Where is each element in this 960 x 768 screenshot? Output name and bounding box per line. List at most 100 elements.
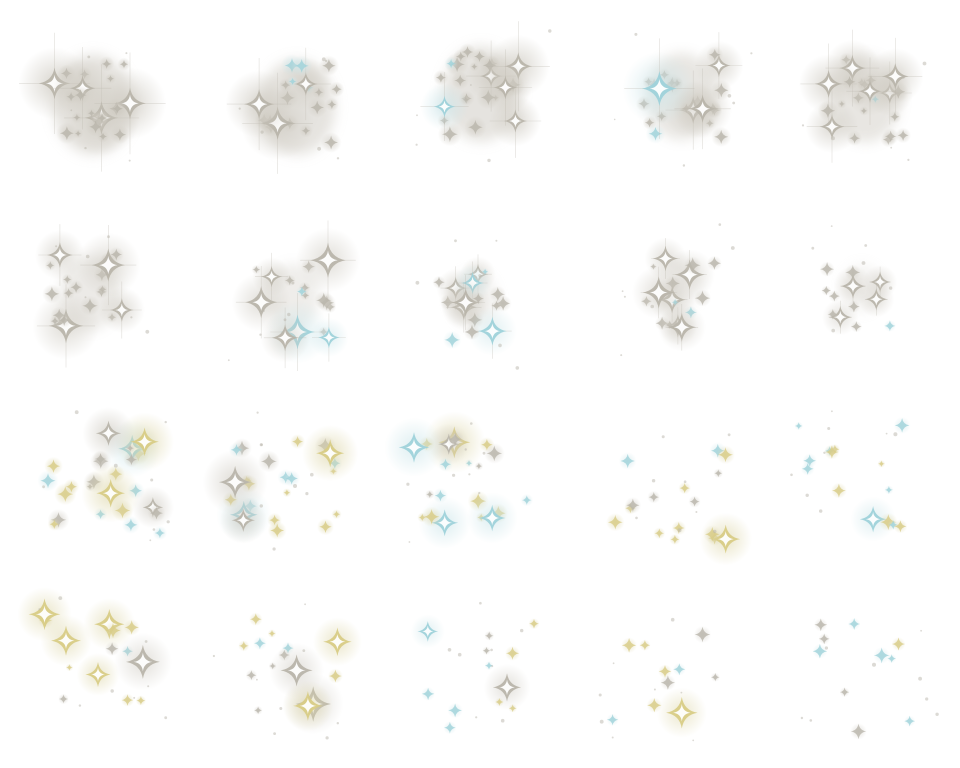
dust-dot [87,55,91,59]
sparkle-gray [693,289,712,307]
dust-dot [149,539,152,542]
sparkle-cyan [887,654,897,664]
dust-dot [890,146,893,149]
dust-dot [336,722,339,725]
sparkle-gray [833,266,873,307]
sparkle-gold [606,513,625,532]
sparkle-gold [646,697,662,713]
dust-dot [133,696,136,699]
sparkle-gold [17,587,72,642]
dust-dot [727,433,731,437]
sparkle-cyan [410,614,445,649]
sparkle-frame-18 [384,576,576,768]
sparkle-gold [877,459,886,468]
dust-dot [612,662,615,665]
dust-dot [651,479,656,483]
dust-dot [321,57,326,62]
sparkle-frame-4 [576,0,768,192]
sparkle-cyan [37,470,59,492]
sparkle-gray [847,300,861,313]
sparkle-gray [464,116,487,139]
dust-dot [110,689,114,693]
sparkle-frame-18-art [410,601,540,735]
sparkle-gray [62,286,76,300]
dust-dot [800,716,804,720]
sparkle-cyan [848,617,861,631]
sparkle-gold [290,434,306,450]
sparkle-cyan [883,319,896,332]
sparkle-gray [85,117,106,137]
sparkle-gray [56,122,78,145]
sparkle-gray [451,71,470,90]
dust-dot [273,732,276,735]
sparkle-frame-17-art [212,603,362,740]
sparkle-gray [693,625,712,644]
sparkle-gold [656,687,707,738]
dust-dot [482,451,486,455]
dust-dot [84,296,87,299]
sparkle-frame-4-art [613,32,753,167]
sparkle-gray [253,705,263,715]
sparkle-gray [489,285,507,303]
dust-dot [598,693,602,697]
sparkle-gray [471,48,488,65]
dust-dot [468,473,471,476]
dust-dot [82,81,85,84]
sparkle-frame-3 [384,0,576,192]
sparkle-frame-7 [192,192,384,384]
sparkle-gold [267,521,287,540]
sparkle-gold [331,509,342,520]
sparkle-frame-14 [576,384,768,576]
sparkle-gray [425,489,435,500]
sparkle-gray [260,307,310,369]
sparkle-gray [58,693,69,705]
dust-dot [130,316,133,319]
dust-dot [279,707,283,710]
dust-dot [478,491,481,495]
sparkle-gray [79,295,101,316]
sparkle-cyan [121,515,140,534]
sparkle-gray [895,127,911,144]
sparkle-gray [252,252,291,301]
sparkle-frame-13-art [384,411,534,549]
sparkle-gold [528,618,540,630]
sparkle-frame-19-art [598,617,720,742]
dust-dot [611,736,614,739]
sparkle-frame-2 [192,0,384,192]
sparkle-gray [117,57,131,71]
dust-dot [283,318,287,322]
sparkle-gray [647,490,661,504]
dust-dot [447,648,452,652]
sparkle-gold [658,664,672,679]
dust-dot [861,261,866,265]
sparkle-gold [81,463,140,523]
sparkle-cyan [466,492,518,544]
sparkle-gold [135,695,147,706]
sparkle-gold [103,621,123,640]
sparkle-gold [123,619,140,636]
dust-dot [613,118,616,121]
sparkle-gray [325,97,339,112]
sparkle-frame-9 [576,192,768,384]
sparkle-gray [85,107,98,119]
sparkle-gray [295,220,361,300]
dust-dot [732,101,736,105]
dust-dot [164,420,167,424]
sparkle-cyan [606,713,619,726]
sparkle-gray [433,69,449,86]
sparkle-gold [671,520,687,536]
sparkle-cyan [794,421,803,431]
sparkle-gray [624,497,642,514]
dust-dot [623,295,626,298]
sparkle-frame-3-art [415,21,552,163]
sparkle-frame-20-art [800,617,939,740]
sparkle-gray [841,73,859,91]
sparkle-gray [819,261,835,277]
sparkle-gray [821,285,832,296]
sparkle-frame-9-art [620,223,735,357]
dust-dot [38,608,41,611]
sparkle-cyan [384,417,444,477]
dust-dot [459,55,463,59]
dust-dot [495,239,498,242]
sparkle-cyan [283,470,301,487]
